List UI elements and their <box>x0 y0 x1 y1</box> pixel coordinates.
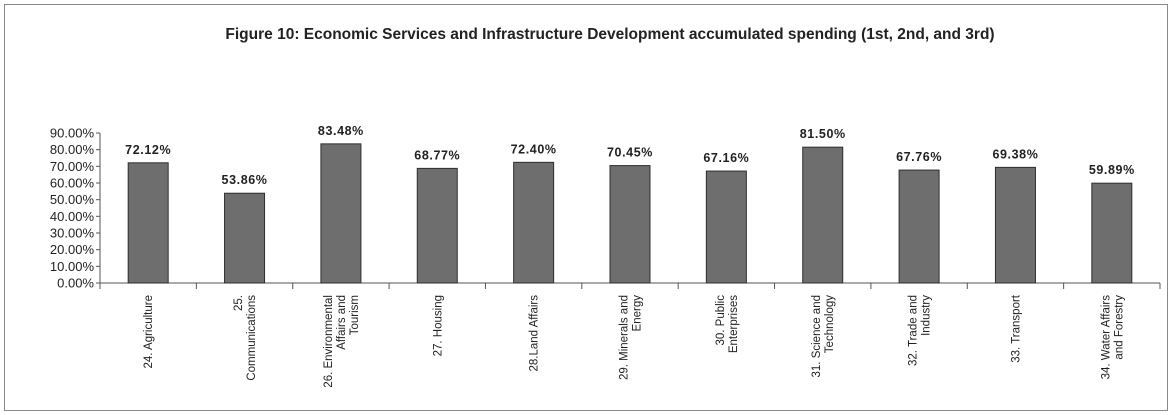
x-category-label-line: and Forestry <box>1113 295 1125 360</box>
bar <box>1091 182 1133 284</box>
data-label: 67.16% <box>703 151 749 165</box>
bar <box>994 166 1036 284</box>
x-category-label: 30. PublicEnterprises <box>715 295 740 353</box>
x-category-label: 32. Trade andIndustry <box>908 295 933 366</box>
y-tick-label: 80.00% <box>50 142 95 157</box>
x-category-label: 25.Communications <box>233 295 258 381</box>
x-category-label: 28.Land Affairs <box>529 295 541 372</box>
y-tick-label: 40.00% <box>50 209 95 224</box>
x-category-label: 29. Minerals andEnergy <box>619 295 644 380</box>
x-category-label-line: 34. Water Affairs <box>1100 295 1112 380</box>
x-category-label-line: 24. Agriculture <box>143 295 155 369</box>
x-category-label-line: Technology <box>824 295 836 353</box>
data-label: 68.77% <box>414 148 460 162</box>
x-category-label-line: 32. Trade and <box>908 295 920 366</box>
y-tick-label: 60.00% <box>50 176 95 191</box>
x-category-label: 27. Housing <box>432 295 444 356</box>
x-category-label: 34. Water Affairsand Forestry <box>1100 295 1125 380</box>
x-category-label-line: Communications <box>246 295 258 381</box>
bar <box>802 146 844 284</box>
x-category-label-line: 30. Public <box>715 295 727 346</box>
bar <box>224 192 266 284</box>
y-tick-label: 90.00% <box>50 126 95 141</box>
bar <box>513 161 555 284</box>
y-tick-label: 70.00% <box>50 159 95 174</box>
x-category-label: 33. Transport <box>1010 294 1022 363</box>
y-tick-label: 30.00% <box>50 226 95 241</box>
x-category-label: 31. Science andTechnology <box>811 295 836 378</box>
y-tick-label: 20.00% <box>50 242 95 257</box>
x-category-label-line: 29. Minerals and <box>619 295 631 380</box>
bar <box>127 162 169 284</box>
y-tick-label: 0.00% <box>57 276 94 291</box>
x-category-label-line: 26. Environmental <box>323 295 335 388</box>
data-label: 83.48% <box>318 124 364 138</box>
bar <box>320 143 362 284</box>
x-category-label-line: Tourism <box>349 295 361 335</box>
data-label: 72.40% <box>511 142 557 156</box>
x-category-label-line: 33. Transport <box>1010 294 1022 363</box>
bar <box>416 167 458 284</box>
x-category-label-line: 28.Land Affairs <box>529 295 541 372</box>
x-category-label-line: Industry <box>921 295 933 336</box>
x-category-label-line: Enterprises <box>728 295 740 353</box>
chart-frame <box>4 4 1168 411</box>
x-category-label-line: Affairs and <box>336 295 348 350</box>
x-category-label: 26. EnvironmentalAffairs andTourism <box>323 295 361 388</box>
bar <box>609 165 651 284</box>
data-label: 81.50% <box>800 127 846 141</box>
data-label: 67.76% <box>896 150 942 164</box>
x-category-label-line: 27. Housing <box>432 295 444 356</box>
data-label: 59.89% <box>1089 163 1135 177</box>
y-tick-label: 10.00% <box>50 259 95 274</box>
x-category-label: 24. Agriculture <box>143 295 155 369</box>
bar <box>705 170 747 284</box>
data-label: 70.45% <box>607 146 653 160</box>
data-label: 53.86% <box>222 173 268 187</box>
x-category-label-line: Energy <box>632 295 644 332</box>
bar <box>898 169 940 284</box>
chart-title: Figure 10: Economic Services and Infrast… <box>225 26 995 43</box>
y-tick-label: 50.00% <box>50 192 95 207</box>
data-label: 69.38% <box>992 147 1038 161</box>
x-category-label-line: 31. Science and <box>811 295 823 377</box>
x-category-label-line: 25. <box>233 295 245 311</box>
data-label: 72.12% <box>125 143 171 157</box>
